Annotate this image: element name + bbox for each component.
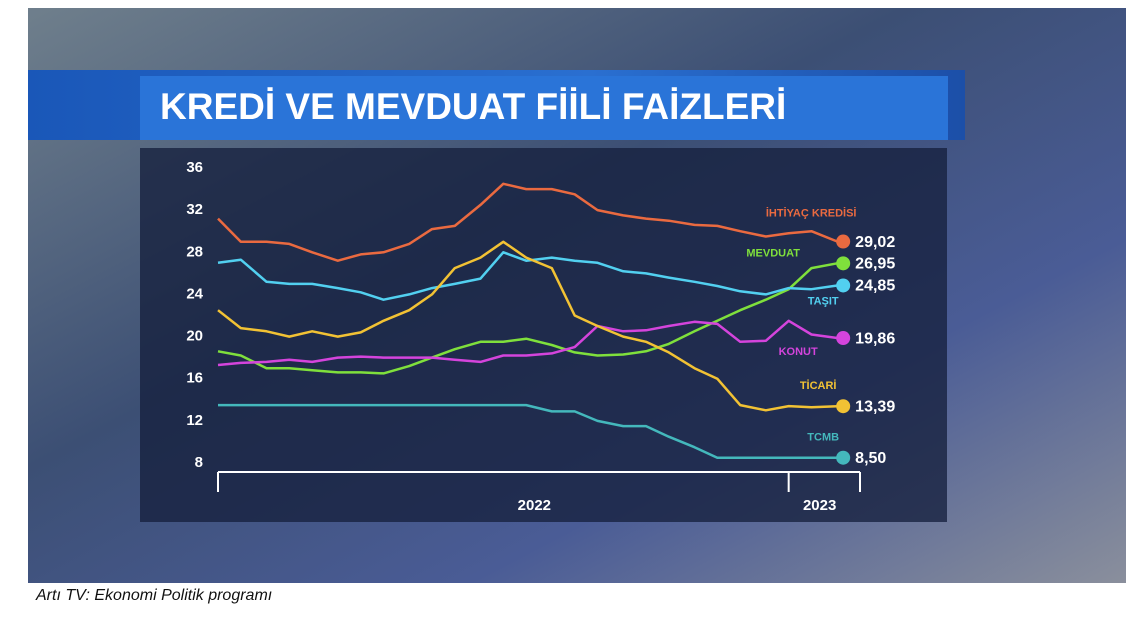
legend-label: KONUT (779, 346, 818, 358)
value-label: 26,95 (855, 256, 895, 273)
value-label: 13,39 (855, 398, 895, 415)
series-line (217, 240, 838, 412)
end-marker (836, 256, 851, 271)
legend-label: TAŞIT (808, 295, 839, 307)
value-label: 24,85 (855, 278, 895, 295)
chart-panel (140, 148, 947, 522)
end-marker (836, 450, 851, 465)
y-tick-label: 16 (186, 370, 203, 387)
y-tick-label: 8 (195, 454, 203, 471)
series-line (218, 403, 838, 459)
end-marker (836, 331, 851, 346)
legend-label: TCMB (807, 432, 839, 444)
end-marker (836, 234, 851, 249)
series-line (217, 251, 838, 301)
y-tick-label: 20 (186, 328, 203, 345)
series-line (217, 319, 838, 367)
end-marker (836, 399, 851, 414)
legend-label: İHTİYAÇ KREDİSİ (766, 206, 857, 219)
series-line (217, 182, 838, 262)
value-label: 19,86 (855, 330, 895, 347)
value-label: 8,50 (855, 450, 886, 467)
plot: 8 12 16 20 24 28 32 36 2022 2023 29,02 İHTİYAÇ KRED… (186, 159, 895, 514)
chart-title: KREDİ VE MEVDUAT FİİLİ FAİZLERİ (160, 86, 786, 127)
caption-box (28, 583, 1126, 613)
title-box (140, 76, 948, 140)
x-tick-label: 2023 (803, 497, 836, 514)
y-tick-label: 12 (186, 412, 203, 429)
value-label: 29,02 (855, 234, 895, 251)
x-tick-label: 2022 (518, 497, 551, 514)
caption: Artı TV: Ekonomi Politik programı (35, 587, 272, 604)
y-tick-label: 24 (186, 285, 203, 302)
legend-label: TİCARİ (800, 379, 837, 392)
y-tick-label: 32 (186, 201, 203, 218)
series-line (217, 262, 838, 375)
y-tick-label: 28 (186, 243, 203, 260)
legend-label: MEVDUAT (746, 247, 800, 259)
y-tick-label: 36 (186, 159, 203, 176)
end-marker (836, 278, 851, 293)
